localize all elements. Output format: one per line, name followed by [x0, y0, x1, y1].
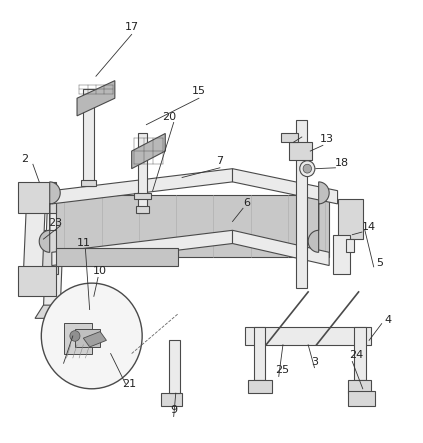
Text: 3: 3: [311, 357, 318, 366]
Polygon shape: [18, 182, 56, 213]
Polygon shape: [308, 182, 329, 253]
FancyBboxPatch shape: [346, 239, 354, 253]
Polygon shape: [245, 327, 371, 345]
Text: 11: 11: [76, 238, 91, 248]
Text: 22: 22: [50, 357, 64, 366]
FancyBboxPatch shape: [296, 120, 308, 288]
Circle shape: [70, 330, 80, 341]
Text: 14: 14: [362, 222, 376, 232]
Text: 23: 23: [48, 218, 62, 228]
FancyBboxPatch shape: [134, 193, 151, 199]
Text: 6: 6: [244, 198, 251, 208]
FancyBboxPatch shape: [338, 199, 363, 239]
Text: 13: 13: [320, 134, 334, 144]
Polygon shape: [52, 230, 233, 265]
Polygon shape: [233, 169, 338, 204]
Text: 5: 5: [376, 257, 383, 268]
Text: 20: 20: [162, 112, 176, 122]
FancyBboxPatch shape: [354, 327, 366, 380]
Polygon shape: [132, 133, 165, 169]
FancyBboxPatch shape: [64, 323, 92, 354]
FancyBboxPatch shape: [289, 142, 312, 160]
FancyBboxPatch shape: [281, 133, 298, 142]
FancyBboxPatch shape: [81, 180, 96, 187]
FancyBboxPatch shape: [348, 380, 371, 393]
Text: 15: 15: [192, 86, 206, 96]
Circle shape: [41, 283, 142, 389]
Circle shape: [303, 164, 311, 173]
Polygon shape: [56, 195, 329, 256]
Text: 24: 24: [349, 350, 364, 360]
Polygon shape: [77, 81, 115, 116]
Text: 10: 10: [93, 266, 107, 276]
Text: 18: 18: [335, 159, 349, 168]
Polygon shape: [18, 265, 56, 296]
FancyBboxPatch shape: [348, 391, 375, 406]
Polygon shape: [233, 230, 329, 265]
Text: 2: 2: [21, 154, 28, 164]
FancyBboxPatch shape: [248, 380, 272, 393]
Text: 7: 7: [216, 156, 223, 166]
Polygon shape: [29, 230, 58, 274]
FancyBboxPatch shape: [83, 89, 94, 187]
Polygon shape: [56, 248, 178, 265]
Text: 4: 4: [385, 315, 392, 325]
FancyBboxPatch shape: [333, 235, 350, 274]
Polygon shape: [44, 199, 64, 310]
Text: 16: 16: [295, 125, 309, 136]
Circle shape: [300, 161, 315, 177]
Text: 9: 9: [170, 405, 177, 415]
FancyBboxPatch shape: [138, 133, 147, 213]
FancyBboxPatch shape: [253, 327, 265, 380]
Polygon shape: [83, 331, 107, 347]
Polygon shape: [39, 182, 60, 253]
FancyBboxPatch shape: [75, 329, 100, 347]
Text: 21: 21: [123, 379, 137, 389]
FancyBboxPatch shape: [161, 393, 182, 406]
Polygon shape: [52, 169, 233, 204]
Polygon shape: [22, 199, 46, 296]
Text: 17: 17: [125, 22, 139, 32]
FancyBboxPatch shape: [170, 340, 180, 393]
FancyBboxPatch shape: [136, 206, 149, 213]
Polygon shape: [35, 305, 73, 319]
Text: 25: 25: [275, 365, 289, 375]
